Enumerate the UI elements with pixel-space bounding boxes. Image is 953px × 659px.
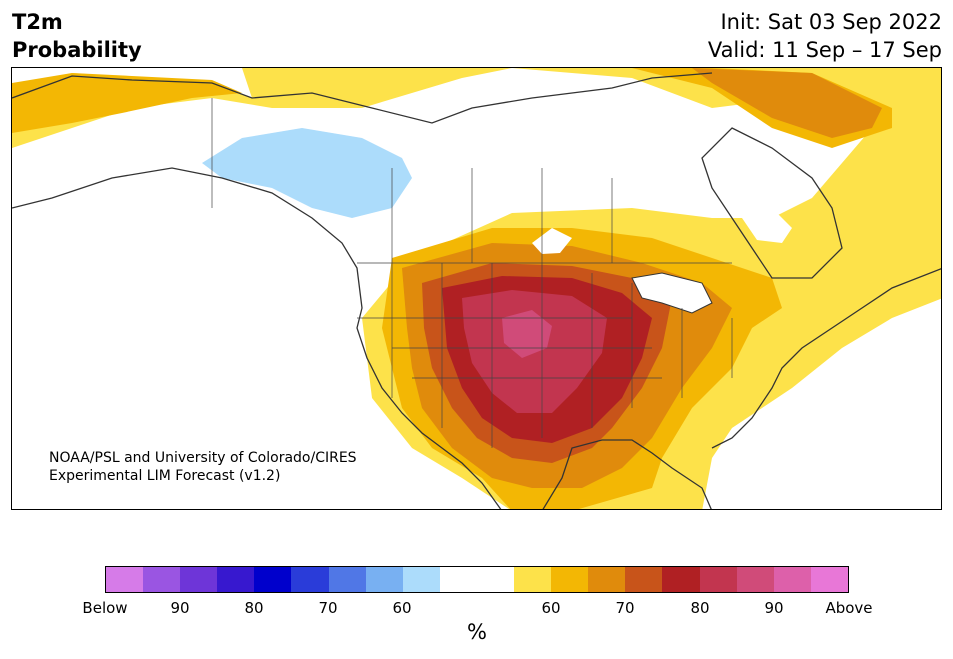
legend-swatch [810,567,848,592]
state-borders [211,98,733,448]
legend-tick-label: 60 [541,599,561,617]
legend-swatch [736,567,774,592]
legend-swatch [106,567,144,592]
credit-line-2: Experimental LIM Forecast (v1.2) [49,468,281,484]
great-lakes [631,272,713,314]
legend-tick-label: 70 [615,599,635,617]
legend-tick-label: 80 [244,599,264,617]
credit-line-1: NOAA/PSL and University of Colorado/CIRE… [49,450,357,466]
legend-tick-label: Above [825,599,873,617]
legend-swatch [551,567,589,592]
probability-map [11,67,942,510]
legend-unit: % [467,620,487,644]
legend-swatch [699,567,737,592]
legend-swatch [402,567,440,592]
product-label: Probability [12,38,142,62]
legend-swatch [439,567,477,592]
legend-swatch [514,567,552,592]
legend-swatch [254,567,292,592]
lake-blob [532,208,792,254]
legend-swatch [662,567,700,592]
legend-swatch [588,567,626,592]
legend-tick-label: 80 [690,599,710,617]
legend-swatch [625,567,663,592]
variable-label: T2m [12,10,63,34]
shade-prob-above-95 [502,310,552,358]
legend-swatch [217,567,255,592]
legend-swatch [365,567,403,592]
legend-tick-label: 90 [170,599,190,617]
legend-swatch [291,567,329,592]
map-canvas [12,68,941,509]
legend-swatch [773,567,811,592]
legend-tick-label: 60 [392,599,412,617]
credit-text: NOAA/PSL and University of Colorado/CIRE… [49,449,357,485]
legend-tick-label: 70 [318,599,338,617]
legend-swatch [476,567,515,592]
coastline [12,72,941,509]
color-legend-bar [105,566,849,593]
forecast-dates: Init: Sat 03 Sep 2022 Valid: 11 Sep – 17… [708,8,942,64]
map-title: T2m Probability [12,8,142,64]
legend-tick-label: Below [82,599,128,617]
legend-tick-label: 90 [764,599,784,617]
shade-below-60 [202,128,412,218]
valid-range: Valid: 11 Sep – 17 Sep [707,38,942,62]
legend-swatch [328,567,366,592]
legend-swatch [143,567,181,592]
init-date: Init: Sat 03 Sep 2022 [720,10,942,34]
legend-swatch [180,567,218,592]
